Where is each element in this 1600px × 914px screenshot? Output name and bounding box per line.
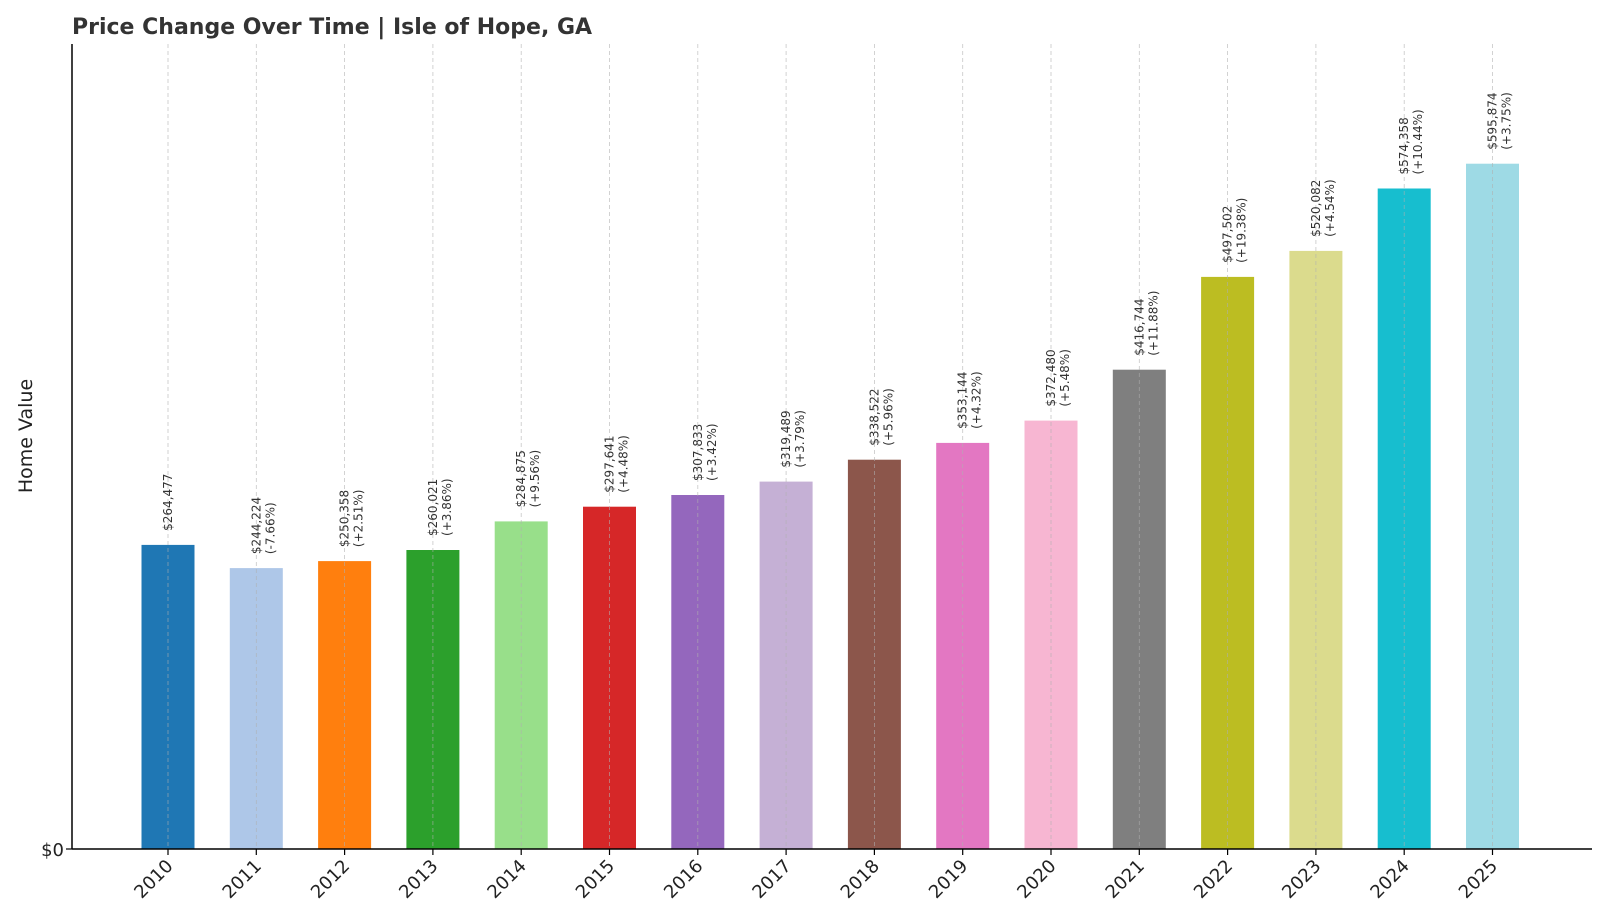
x-tick-label-2017: 2017 <box>748 856 795 903</box>
data-label-value-2022: $497,502 <box>1221 206 1235 263</box>
data-label-change-2018: (+5.96%) <box>881 388 895 446</box>
x-tick-label-2022: 2022 <box>1190 856 1237 903</box>
bar-2024 <box>1377 188 1431 849</box>
data-label-change-2019: (+4.32%) <box>970 371 984 429</box>
x-tick-label-2014: 2014 <box>483 856 530 903</box>
data-label-value-2014: $284,875 <box>514 450 528 507</box>
x-tick-label-2025: 2025 <box>1455 856 1502 903</box>
data-label-change-2022: (+19.38%) <box>1235 198 1249 263</box>
chart-title: Price Change Over Time | Isle of Hope, G… <box>72 15 592 40</box>
data-label-change-2020: (+5.48%) <box>1058 349 1072 407</box>
x-tick-label-2010: 2010 <box>130 856 177 903</box>
data-label-value-2013: $260,021 <box>426 479 440 536</box>
data-label-value-2010: $264,477 <box>161 474 175 531</box>
data-label-change-2025: (+3.75%) <box>1500 92 1514 150</box>
y-tick-label: $0 <box>41 840 64 861</box>
data-label-change-2011: (-7.66%) <box>263 502 277 554</box>
data-label-change-2013: (+3.86%) <box>440 478 454 536</box>
data-label-change-2015: (+4.48%) <box>617 435 631 493</box>
data-label-value-2016: $307,833 <box>691 424 705 481</box>
data-label-value-2018: $338,522 <box>867 388 881 445</box>
x-tick-label-2020: 2020 <box>1013 856 1060 903</box>
x-tick-label-2021: 2021 <box>1102 856 1149 903</box>
y-axis-label: Home Value <box>15 379 37 493</box>
data-label-change-2021: (+11.88%) <box>1146 291 1160 356</box>
x-tick-label-2016: 2016 <box>660 856 707 903</box>
data-label-value-2024: $574,358 <box>1397 117 1411 174</box>
data-label-change-2014: (+9.56%) <box>528 450 542 508</box>
data-label-value-2015: $297,641 <box>603 435 617 492</box>
x-tick-label-2019: 2019 <box>925 856 972 903</box>
data-label-change-2017: (+3.79%) <box>793 410 807 468</box>
data-label-value-2019: $353,144 <box>956 372 970 429</box>
data-label-change-2016: (+3.42%) <box>705 423 719 481</box>
bar-2011 <box>229 568 283 849</box>
data-label-value-2023: $520,082 <box>1309 180 1323 237</box>
data-label-value-2017: $319,489 <box>779 410 793 467</box>
data-label-change-2024: (+10.44%) <box>1411 109 1425 174</box>
x-tick-label-2023: 2023 <box>1278 856 1325 903</box>
data-label-change-2012: (+2.51%) <box>352 490 366 548</box>
data-labels: $264,477 $244,224 (-7.66%) $250,358 (+2.51%)… <box>161 44 1514 849</box>
x-tick-label-2015: 2015 <box>572 856 619 903</box>
data-label-change-2023: (+4.54%) <box>1323 179 1337 237</box>
x-tick-label-2018: 2018 <box>837 856 884 903</box>
data-label-value-2011: $244,224 <box>249 497 263 554</box>
data-label-value-2012: $250,358 <box>338 490 352 547</box>
x-ticks: 2010 2011 2012 2013 2014 2015 2016 2017 2018 2019… <box>130 849 1502 903</box>
data-label-value-2020: $372,480 <box>1044 349 1058 406</box>
data-label-value-2025: $595,874 <box>1486 92 1500 149</box>
x-tick-label-2013: 2013 <box>395 856 442 903</box>
x-tick-label-2012: 2012 <box>307 856 354 903</box>
x-tick-label-2024: 2024 <box>1366 856 1413 903</box>
bar-2021 <box>1112 369 1166 849</box>
x-tick-label-2011: 2011 <box>219 856 266 903</box>
bar-2013 <box>406 550 460 849</box>
data-label-value-2021: $416,744 <box>1132 298 1146 355</box>
